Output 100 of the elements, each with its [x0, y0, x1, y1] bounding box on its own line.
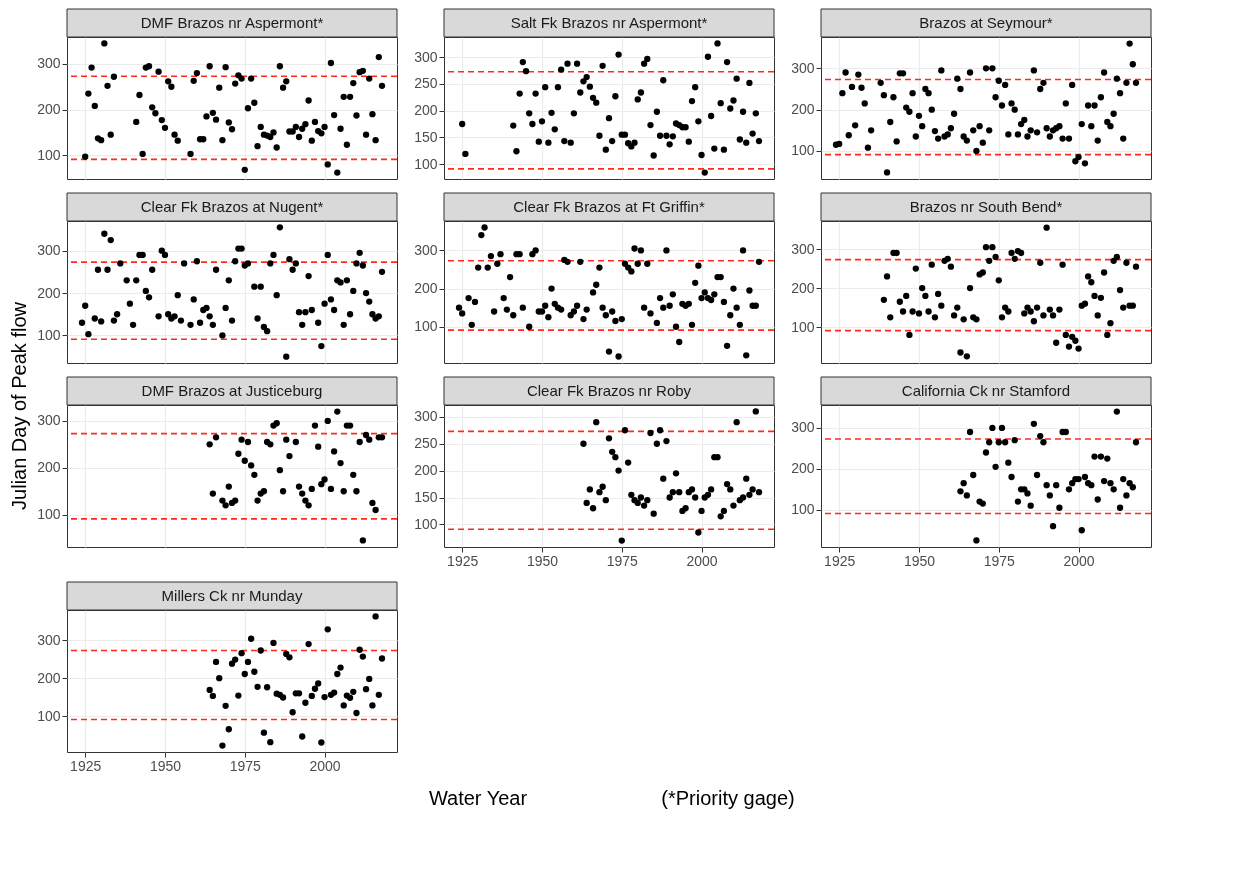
point	[628, 491, 635, 498]
point	[260, 488, 268, 495]
y-tick-label: 200	[37, 284, 61, 301]
point	[247, 635, 255, 642]
point	[244, 658, 252, 666]
y-tick-label: 100	[414, 318, 438, 335]
point	[359, 653, 367, 660]
point	[257, 647, 264, 654]
point	[219, 497, 226, 504]
point	[247, 462, 255, 469]
y-tick-label: 100	[791, 501, 815, 518]
point	[321, 476, 328, 483]
y-tick-label: 200	[791, 460, 815, 477]
point	[276, 466, 284, 474]
point	[206, 686, 213, 694]
point	[749, 486, 756, 493]
x-tick-label: 1975	[606, 552, 639, 569]
point	[730, 502, 737, 509]
point	[1100, 477, 1108, 485]
point	[209, 490, 217, 497]
point	[238, 436, 245, 443]
point	[315, 443, 322, 450]
point	[1132, 439, 1140, 446]
point	[672, 470, 680, 477]
point	[640, 502, 648, 509]
point	[235, 450, 242, 457]
point	[228, 660, 236, 667]
point	[308, 692, 315, 700]
point	[308, 485, 315, 493]
point	[263, 684, 271, 691]
point	[235, 692, 242, 699]
chart-title: Millers Ck nr Munday	[161, 587, 303, 604]
point	[966, 428, 974, 436]
point	[353, 709, 360, 717]
x-tick-label: 1925	[70, 757, 102, 774]
point	[369, 702, 376, 709]
y-tick-label: 200	[37, 459, 61, 476]
point	[707, 486, 715, 493]
point	[1094, 496, 1101, 503]
y-tick-label: 100	[37, 506, 61, 523]
y-tick-label: 300	[37, 242, 61, 259]
point	[723, 480, 731, 488]
point	[1053, 482, 1060, 489]
point	[222, 702, 229, 709]
point	[618, 537, 625, 544]
x-tick-label: 2000	[309, 757, 341, 774]
y-tick-label: 300	[791, 59, 815, 76]
point	[302, 497, 309, 504]
point	[1027, 502, 1034, 509]
point	[251, 668, 258, 675]
point	[292, 438, 299, 446]
point	[704, 491, 712, 498]
point	[222, 502, 229, 509]
point	[998, 424, 1006, 432]
text: (*Priority gage)	[661, 787, 795, 809]
point	[992, 463, 999, 470]
point	[206, 441, 213, 448]
point	[283, 436, 290, 443]
point	[644, 497, 651, 504]
point	[1030, 420, 1038, 427]
y-tick-label: 200	[791, 279, 815, 296]
point	[362, 431, 370, 439]
point	[299, 733, 306, 740]
x-tick-label: 1975	[983, 552, 1016, 569]
point	[353, 488, 360, 495]
point	[311, 422, 319, 429]
y-axis-title: Julian Day of Peak flow	[8, 301, 30, 510]
y-tick-label: 200	[414, 102, 438, 119]
point	[1129, 484, 1136, 491]
point	[267, 739, 274, 746]
point	[593, 419, 600, 426]
point	[621, 427, 629, 434]
y-tick-label: 200	[37, 669, 61, 686]
point	[267, 441, 274, 448]
x-tick-label: 2000	[1063, 552, 1095, 569]
point	[599, 483, 606, 490]
chart-title: DMF Brazos nr Aspermont*	[140, 14, 324, 31]
x-tick-label: 1925	[824, 552, 856, 569]
point	[963, 492, 971, 499]
point	[1014, 498, 1022, 505]
point	[692, 494, 699, 501]
chart-title: DMF Brazos at Justiceburg	[141, 382, 323, 399]
point	[225, 726, 232, 733]
point	[318, 481, 325, 488]
point	[957, 488, 964, 495]
point	[232, 656, 239, 663]
chart-title: Clear Fk Brazos at Ft Griffin*	[513, 198, 705, 215]
point	[605, 435, 613, 442]
y-tick-label: 100	[791, 318, 815, 335]
y-tick-label: 300	[791, 419, 815, 436]
point	[337, 459, 344, 467]
y-tick-label: 100	[414, 155, 438, 172]
y-tick-label: 200	[414, 280, 438, 297]
point	[311, 685, 319, 692]
point	[1065, 486, 1073, 493]
point	[755, 488, 763, 496]
y-tick-label: 200	[37, 101, 61, 118]
point	[653, 440, 661, 447]
point	[688, 486, 696, 493]
point	[615, 467, 622, 474]
